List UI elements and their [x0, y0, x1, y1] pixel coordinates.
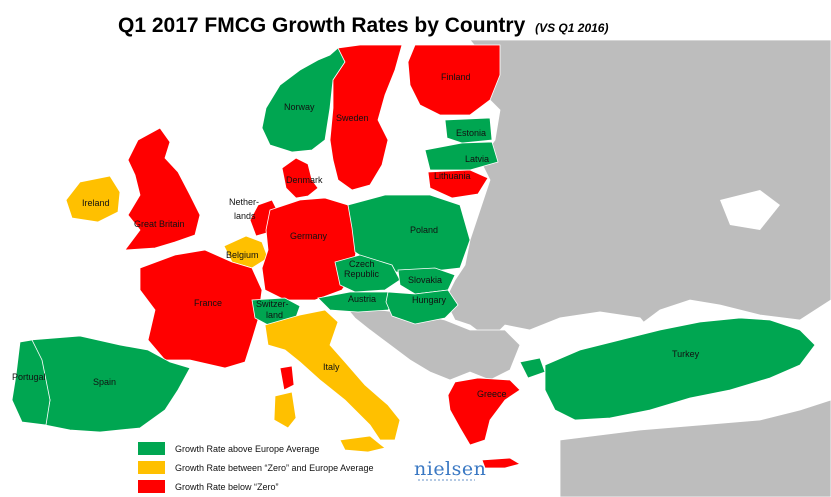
legend-item: Growth Rate between “Zero” and Europe Av… [138, 459, 373, 476]
portugal-shape [11, 339, 51, 426]
legend-label: Growth Rate below “Zero” [175, 481, 279, 492]
legend-label: Growth Rate between “Zero” and Europe Av… [175, 462, 374, 473]
finland-shape [407, 44, 501, 116]
label-netherlands-2: lands [234, 211, 256, 221]
label-spain: Spain [93, 377, 116, 387]
germany-shape [261, 197, 359, 301]
label-germany: Germany [290, 231, 328, 241]
land-east-grey [444, 39, 831, 341]
logo-dots [417, 479, 475, 481]
label-estonia: Estonia [456, 128, 486, 138]
czech-shape [334, 254, 401, 293]
label-switzerland-2: land [266, 310, 283, 320]
label-belgium: Belgium [226, 250, 259, 260]
label-czech-2: Republic [344, 269, 380, 279]
label-hungary: Hungary [412, 295, 447, 305]
inland-sea [720, 190, 780, 230]
label-italy: Italy [323, 362, 340, 372]
france-shape [139, 249, 263, 369]
label-sweden: Sweden [336, 113, 369, 123]
sweden-shape [329, 44, 403, 191]
label-great-britain: Great Britain [134, 219, 185, 229]
estonia-shape [444, 117, 493, 144]
legend-item: Growth Rate below “Zero” [138, 478, 373, 495]
map-title: Q1 2017 FMCG Growth Rates by Country (VS… [118, 14, 608, 38]
label-slovakia: Slovakia [408, 275, 442, 285]
label-greece: Greece [477, 389, 507, 399]
label-poland: Poland [410, 225, 438, 235]
legend: Growth Rate above Europe Average Growth … [138, 440, 373, 497]
label-latvia: Latvia [465, 154, 489, 164]
lithuania-shape [427, 169, 489, 199]
label-netherlands-1: Nether- [229, 197, 259, 207]
legend-label: Growth Rate above Europe Average [175, 443, 320, 454]
sardinia-shape [273, 391, 297, 429]
greece-shape [447, 377, 521, 446]
land-south-grey [559, 399, 831, 497]
label-austria: Austria [348, 294, 376, 304]
label-turkey: Turkey [672, 349, 700, 359]
nielsen-logo: nielsen [414, 458, 487, 480]
sicily-shape [339, 435, 386, 453]
label-ireland: Ireland [82, 198, 110, 208]
corsica-shape [279, 365, 295, 391]
legend-swatch [138, 480, 165, 493]
subtitle-text: (VS Q1 2016) [535, 21, 609, 35]
turkey-thrace-shape [519, 357, 546, 379]
label-czech-1: Czech [349, 259, 375, 269]
italy-shape [264, 309, 401, 441]
label-finland: Finland [441, 72, 471, 82]
latvia-shape [424, 141, 499, 171]
label-norway: Norway [284, 102, 315, 112]
hungary-shape [385, 289, 459, 325]
great-britain-shape [124, 127, 201, 251]
legend-item: Growth Rate above Europe Average [138, 440, 373, 457]
label-france: France [194, 298, 222, 308]
legend-swatch [138, 442, 165, 455]
crete-shape [481, 457, 522, 469]
label-switzerland-1: Switzer- [256, 299, 289, 309]
legend-swatch [138, 461, 165, 474]
label-lithuania: Lithuania [434, 171, 471, 181]
denmark-shape [281, 157, 319, 199]
title-text: Q1 2017 FMCG Growth Rates by Country [118, 14, 526, 37]
ireland-shape [65, 175, 121, 223]
turkey-shape [544, 317, 816, 421]
label-portugal: Portugal [12, 372, 46, 382]
poland-shape [347, 194, 471, 273]
label-denmark: Denmark [286, 175, 323, 185]
